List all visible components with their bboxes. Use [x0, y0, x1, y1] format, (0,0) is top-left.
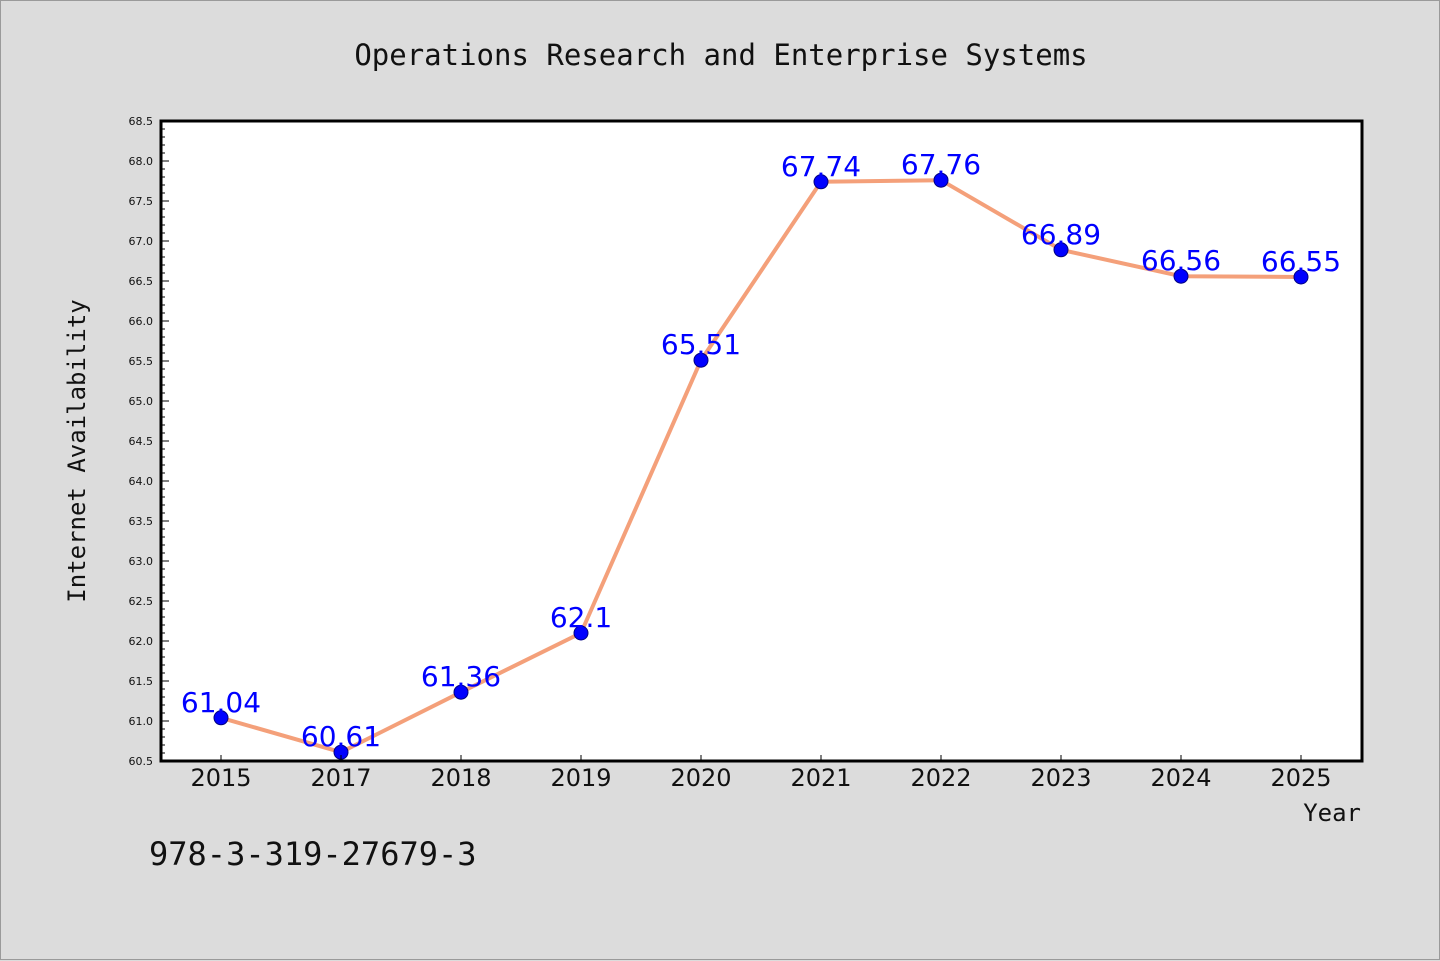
x-tick-label: 2015 — [190, 764, 251, 792]
series-layer: 61.04 60.61 61.36 62.1 65.51 67.74 67.76 66.89 6… — [181, 148, 1341, 760]
data-label: 66.56 — [1141, 244, 1221, 277]
series-line — [219, 178, 1303, 755]
x-tick-label: 2018 — [430, 764, 491, 792]
data-label: 65.51 — [661, 328, 741, 361]
data-point — [813, 174, 829, 190]
plot-frame — [159, 119, 1364, 763]
y-tick-label: 67.5 — [129, 195, 154, 208]
chart-title: Operations Research and Enterprise Syste… — [354, 38, 1087, 72]
data-point — [573, 625, 589, 641]
y-axis-label: Internet Availability — [63, 299, 91, 602]
x-tick-label: 2025 — [1270, 764, 1331, 792]
y-tick-label: 64.0 — [129, 475, 154, 488]
y-tick-label: 67.0 — [129, 235, 154, 248]
y-tick-label: 63.5 — [129, 515, 154, 528]
data-label: 66.89 — [1021, 218, 1101, 251]
x-tick-label: 2019 — [550, 764, 611, 792]
data-point — [693, 352, 709, 368]
data-point — [213, 710, 229, 726]
data-point — [1053, 242, 1069, 258]
y-tick-label: 65.5 — [129, 355, 154, 368]
x-tick-label: 2020 — [670, 764, 731, 792]
y-tick-label: 61.0 — [129, 715, 154, 728]
data-label: 60.61 — [301, 720, 381, 753]
x-axis-label: Year — [1303, 799, 1361, 827]
x-axis-ticks: 2015 2017 2018 2019 2020 2021 2022 2023 2024 2025 — [190, 755, 1332, 792]
data-point — [1293, 269, 1309, 285]
y-tick-label: 66.5 — [129, 275, 154, 288]
x-tick-label: 2024 — [1150, 764, 1211, 792]
y-tick-label: 62.0 — [129, 635, 154, 648]
data-label: 62.1 — [550, 601, 612, 634]
y-tick-label: 68.0 — [129, 155, 154, 168]
data-point — [933, 172, 949, 188]
y-tick-label: 66.0 — [129, 315, 154, 328]
y-tick-label: 61.5 — [129, 675, 154, 688]
data-point — [1173, 268, 1189, 284]
y-tick-label: 64.5 — [129, 435, 154, 448]
plot-area — [161, 121, 1362, 761]
x-tick-label: 2017 — [310, 764, 371, 792]
data-label: 67.74 — [781, 150, 861, 183]
x-tick-label: 2022 — [910, 764, 971, 792]
data-label: 66.55 — [1261, 245, 1341, 278]
data-label: 61.04 — [181, 686, 261, 719]
x-tick-label: 2021 — [790, 764, 851, 792]
data-label: 67.76 — [901, 148, 981, 181]
y-tick-label: 68.5 — [129, 115, 154, 128]
data-point — [453, 684, 469, 700]
y-tick-label: 60.5 — [129, 755, 154, 768]
x-tick-label: 2023 — [1030, 764, 1091, 792]
y-tick-label: 62.5 — [129, 595, 154, 608]
isbn-annotation: 978-3-319-27679-3 — [149, 835, 477, 873]
y-tick-label: 63.0 — [129, 555, 154, 568]
data-label: 61.36 — [421, 660, 501, 693]
y-tick-label: 65.0 — [129, 395, 154, 408]
